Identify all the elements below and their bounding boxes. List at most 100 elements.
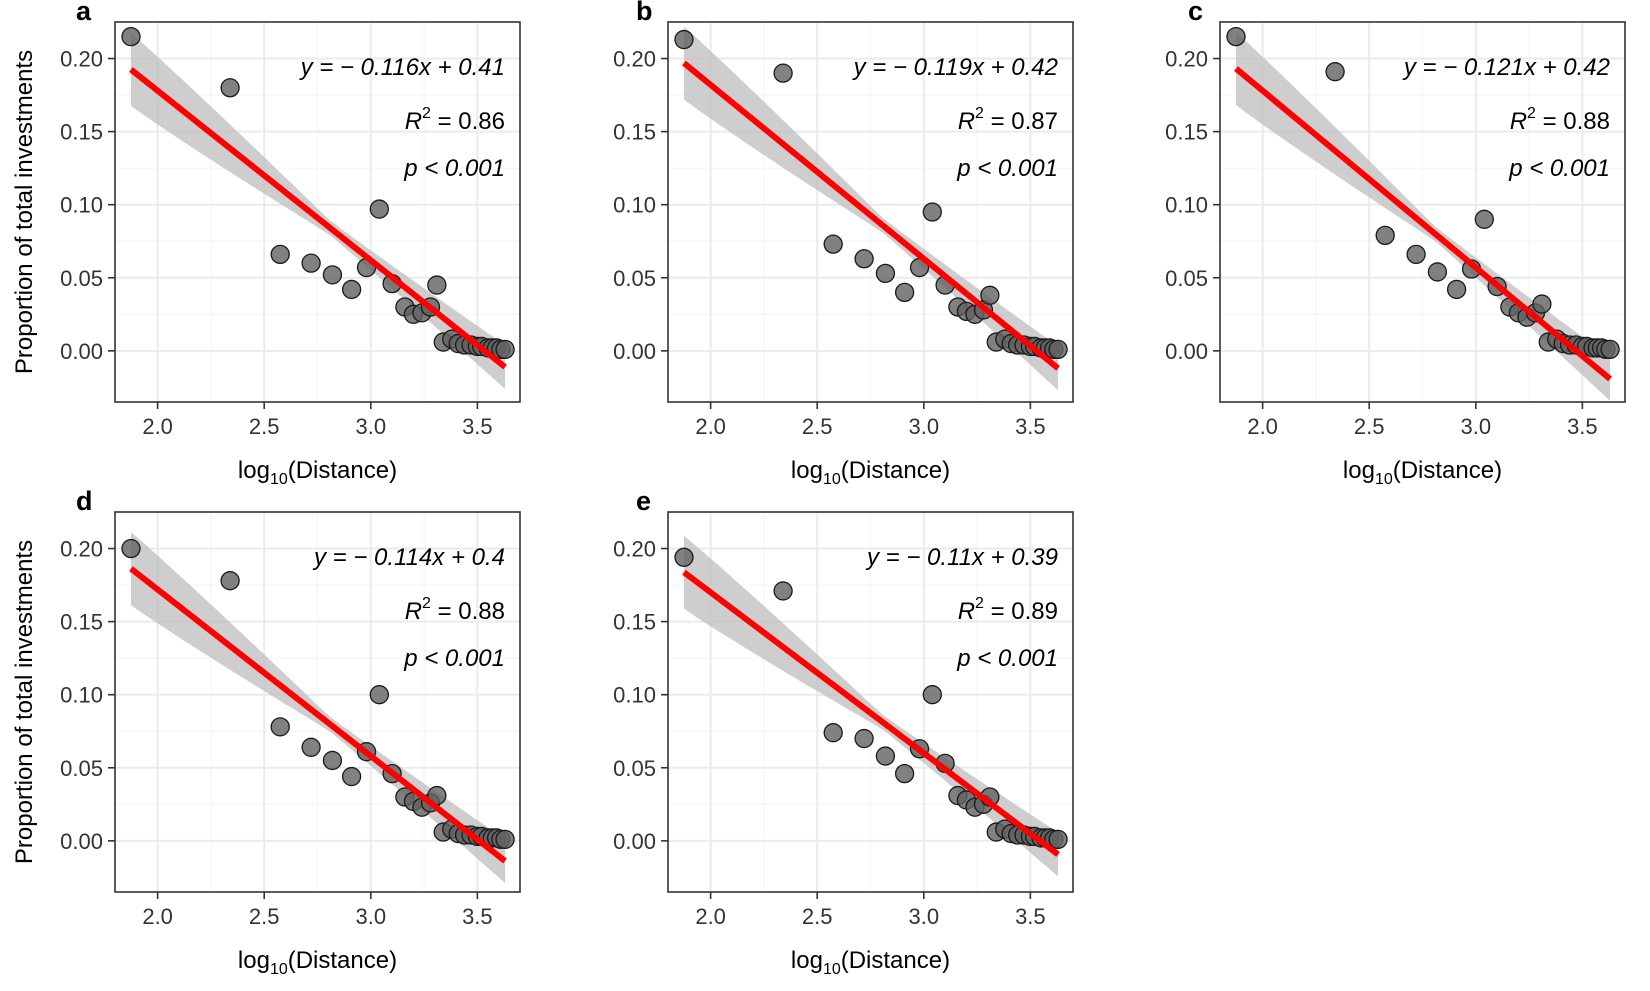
data-point: [823, 234, 843, 254]
data-point: [341, 279, 362, 300]
data-point: [220, 78, 240, 98]
regression-line: [682, 60, 1060, 371]
x-tick-label: 3.5: [1015, 904, 1046, 929]
data-point: [1532, 294, 1552, 314]
y-tick-label: 0.00: [60, 829, 103, 854]
y-tick-label: 0.10: [613, 683, 656, 708]
y-tick-label: 0.05: [60, 266, 103, 291]
data-point: [220, 571, 240, 591]
x-tick-label: 3.0: [908, 414, 939, 439]
panel-border: [667, 21, 1074, 403]
panel-border: [1219, 21, 1626, 403]
y-tick-label: 0.15: [60, 120, 103, 145]
y-tick-label: 0.20: [613, 47, 656, 72]
data-point: [674, 29, 694, 50]
panel-letter: c: [1188, 0, 1203, 26]
data-point: [1600, 339, 1620, 360]
y-tick-label: 0.15: [1165, 120, 1208, 145]
data-point: [875, 263, 896, 284]
p-value-text: p < 0.001: [956, 155, 1058, 182]
panel-border: [114, 511, 521, 893]
y-tick-label: 0.05: [613, 756, 656, 781]
y-tick-label: 0.10: [1165, 193, 1208, 218]
x-tick-label: 2.0: [1247, 414, 1278, 439]
x-tick-label: 3.5: [1015, 414, 1046, 439]
data-point: [322, 265, 343, 285]
panel-border: [114, 21, 521, 403]
x-tick-label: 2.0: [695, 414, 726, 439]
data-point: [369, 199, 389, 219]
x-axis-label: log10(Distance): [1343, 457, 1502, 488]
x-tick-label: 2.0: [142, 904, 173, 929]
data-point: [823, 723, 843, 743]
data-point: [894, 282, 915, 303]
y-tick-label: 0.10: [60, 193, 103, 218]
y-tick-label: 0.20: [60, 47, 103, 72]
y-tick-label: 0.05: [1165, 266, 1208, 291]
data-point: [854, 249, 874, 269]
p-value-text: p < 0.001: [1508, 155, 1610, 182]
x-axis-label: log10(Distance): [791, 947, 950, 978]
panel-letter: b: [636, 0, 653, 26]
data-point: [495, 829, 515, 850]
equation-text: y = − 0.11x + 0.39: [865, 544, 1058, 571]
equation-text: y = − 0.119x + 0.42: [852, 54, 1058, 81]
data-point: [301, 737, 321, 757]
panel-d: 2.0 2.5 3.0 3.5 0.00 0.05 0.10 0.15 0.20 log10(Di…: [11, 486, 521, 978]
x-tick-label: 2.5: [802, 904, 833, 929]
data-point: [894, 763, 915, 784]
data-point: [121, 538, 141, 559]
p-value-text: p < 0.001: [956, 645, 1058, 672]
y-tick-label: 0.15: [613, 610, 656, 635]
panel-letter: e: [636, 486, 651, 516]
data-point: [270, 717, 290, 737]
data-point: [875, 746, 896, 766]
regression-line: [129, 67, 507, 370]
x-tick-label: 3.5: [462, 414, 493, 439]
equation-text: y = − 0.121x + 0.42: [1402, 54, 1610, 81]
regression-line: [129, 566, 507, 864]
confidence-band: [131, 33, 506, 389]
r-squared-text: R2 = 0.87: [958, 105, 1058, 135]
x-tick-label: 3.0: [355, 414, 386, 439]
x-tick-label: 3.0: [355, 904, 386, 929]
confidence-band: [684, 26, 1059, 391]
data-point: [922, 685, 942, 705]
x-tick-label: 3.0: [908, 904, 939, 929]
y-tick-label: 0.15: [613, 120, 656, 145]
r-squared-text: R2 = 0.88: [405, 595, 505, 625]
data-point: [1406, 244, 1426, 265]
y-tick-label: 0.05: [613, 266, 656, 291]
data-point: [1427, 262, 1448, 282]
y-axis-label: Proportion of total investments: [11, 540, 38, 864]
y-tick-label: 0.00: [1165, 339, 1208, 364]
data-point: [270, 244, 290, 265]
y-tick-label: 0.10: [60, 683, 103, 708]
x-axis-label: log10(Distance): [238, 947, 397, 978]
y-tick-label: 0.20: [1165, 47, 1208, 72]
x-tick-label: 2.5: [249, 414, 280, 439]
data-point: [1048, 339, 1068, 360]
data-point: [369, 685, 389, 705]
r-squared-text: R2 = 0.86: [405, 105, 505, 135]
data-point: [922, 202, 942, 222]
x-tick-label: 2.0: [695, 904, 726, 929]
x-axis-label: log10(Distance): [791, 457, 950, 488]
x-tick-label: 2.5: [249, 904, 280, 929]
data-point: [322, 750, 343, 771]
data-point: [301, 253, 321, 273]
y-tick-label: 0.10: [613, 193, 656, 218]
data-point: [1474, 209, 1494, 229]
x-tick-label: 3.5: [462, 904, 493, 929]
panel-letter: d: [76, 486, 93, 516]
x-tick-label: 2.5: [802, 414, 833, 439]
data-point: [980, 285, 1000, 305]
equation-text: y = − 0.114x + 0.4: [312, 544, 505, 571]
equation-text: y = − 0.116x + 0.41: [299, 54, 505, 81]
data-point: [1048, 829, 1068, 850]
panel-e: 2.0 2.5 3.0 3.5 0.00 0.05 0.10 0.15 0.20 log10(Di…: [613, 486, 1074, 978]
data-point: [773, 63, 793, 83]
data-point: [427, 275, 447, 295]
panel-b: 2.0 2.5 3.0 3.5 0.00 0.05 0.10 0.15 0.20 log10(Di…: [613, 0, 1074, 488]
